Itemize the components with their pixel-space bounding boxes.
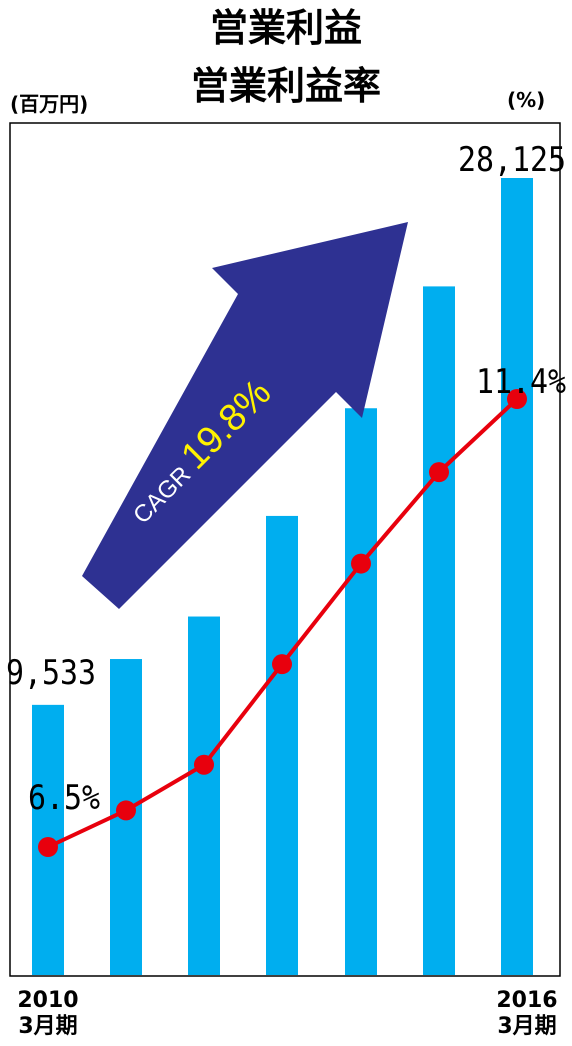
- bar-4: [345, 408, 377, 975]
- margin-label-first: 6.5%: [28, 778, 100, 818]
- left-axis-unit: (百万円): [10, 92, 89, 116]
- chart-subtitle: 営業利益率: [190, 64, 381, 108]
- cagr-arrow-shape: [82, 222, 408, 609]
- x-label-last-year: 2016: [496, 988, 558, 1013]
- margin-point-5: [429, 462, 449, 483]
- chart-title: 営業利益: [209, 6, 362, 50]
- x-label-first: 2010 3月期: [8, 988, 88, 1040]
- margin-point-0: [38, 837, 58, 857]
- margin-label-last: 11.4%: [476, 362, 566, 402]
- bar-label-first: 9,533: [6, 653, 96, 693]
- data-labels: 9,533 28,125 6.5% 11.4%: [6, 140, 566, 818]
- x-label-last: 2016 3月期: [487, 988, 567, 1040]
- margin-point-3: [272, 654, 292, 675]
- plot-area-frame: [9, 122, 561, 977]
- margin-point-4: [351, 553, 371, 574]
- right-axis-unit: (%): [507, 88, 546, 112]
- bar-label-last: 28,125: [458, 140, 566, 180]
- line-series-operating-margin: [38, 389, 527, 857]
- margin-point-2: [194, 754, 214, 775]
- margin-point-1: [116, 800, 136, 821]
- bar-6: [501, 178, 533, 975]
- x-label-last-period: 3月期: [497, 1014, 557, 1039]
- cagr-arrow: CAGR 19.8%: [82, 222, 408, 609]
- bar-5: [423, 286, 455, 976]
- bar-3: [266, 515, 298, 975]
- x-label-first-period: 3月期: [18, 1014, 78, 1039]
- bar-2: [188, 616, 220, 975]
- x-label-first-year: 2010: [17, 988, 79, 1013]
- bar-series-operating-profit: [32, 178, 533, 976]
- margin-point-6: [507, 389, 527, 409]
